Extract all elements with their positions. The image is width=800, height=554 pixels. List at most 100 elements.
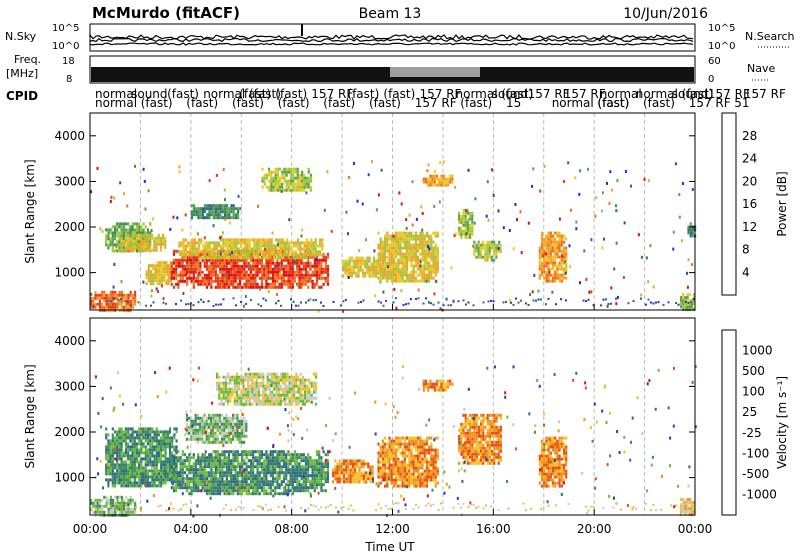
data-cell bbox=[129, 242, 132, 246]
data-cell bbox=[172, 273, 176, 277]
data-cell bbox=[146, 248, 149, 252]
data-cell bbox=[149, 270, 153, 274]
data-cell bbox=[224, 384, 227, 388]
data-cell bbox=[232, 261, 235, 265]
data-cell bbox=[164, 466, 167, 470]
data-cell bbox=[243, 480, 246, 484]
data-cell bbox=[241, 453, 244, 457]
data-cell bbox=[149, 445, 152, 449]
data-cell bbox=[133, 436, 136, 440]
data-cell bbox=[285, 173, 288, 177]
data-cell bbox=[197, 462, 200, 466]
data-cell bbox=[560, 261, 563, 265]
scatter-cell bbox=[162, 301, 165, 304]
data-cell bbox=[390, 240, 393, 244]
data-cell bbox=[118, 439, 121, 443]
data-cell bbox=[140, 236, 143, 240]
data-cell bbox=[366, 262, 369, 266]
data-cell bbox=[282, 279, 286, 283]
data-cell bbox=[399, 243, 402, 247]
data-cell bbox=[116, 460, 119, 464]
data-cell bbox=[192, 258, 195, 262]
data-cell bbox=[390, 243, 393, 247]
data-cell bbox=[241, 471, 244, 475]
data-cell bbox=[558, 267, 561, 271]
scatter-cell bbox=[594, 214, 597, 218]
scatter-cell bbox=[531, 184, 534, 188]
data-cell bbox=[315, 282, 319, 286]
data-cell bbox=[261, 167, 264, 171]
data-cell bbox=[458, 232, 461, 236]
data-cell bbox=[549, 255, 552, 259]
data-cell bbox=[179, 264, 182, 268]
data-cell bbox=[205, 434, 208, 438]
data-cell bbox=[543, 267, 546, 271]
data-cell bbox=[226, 253, 229, 257]
data-cell bbox=[309, 465, 312, 469]
data-cell bbox=[138, 484, 141, 488]
data-cell bbox=[133, 237, 136, 241]
data-cell bbox=[289, 279, 292, 283]
data-cell bbox=[547, 246, 550, 250]
data-cell bbox=[116, 228, 119, 232]
data-cell bbox=[129, 299, 132, 303]
scatter-cell bbox=[472, 304, 475, 307]
data-cell bbox=[309, 462, 312, 466]
data-cell bbox=[210, 413, 213, 417]
data-cell bbox=[299, 241, 302, 245]
data-cell bbox=[497, 243, 500, 247]
data-cell bbox=[153, 430, 156, 434]
data-cell bbox=[313, 465, 316, 469]
noise-tick-right-top: 10^5 bbox=[708, 23, 735, 34]
data-cell bbox=[153, 454, 156, 458]
data-cell bbox=[245, 468, 248, 472]
cpid-entry: (fast) bbox=[275, 87, 307, 101]
data-cell bbox=[384, 255, 387, 259]
data-cell bbox=[146, 433, 150, 437]
data-cell bbox=[406, 267, 409, 271]
data-cell bbox=[144, 427, 147, 431]
data-cell bbox=[395, 270, 398, 274]
data-cell bbox=[322, 477, 325, 481]
scatter-cell bbox=[601, 191, 604, 195]
data-cell bbox=[175, 276, 178, 280]
data-cell bbox=[269, 258, 272, 262]
data-cell bbox=[98, 296, 101, 300]
data-cell bbox=[239, 253, 242, 257]
data-cell bbox=[375, 262, 378, 266]
data-cell bbox=[103, 504, 106, 508]
data-cell bbox=[364, 259, 367, 263]
data-cell bbox=[208, 267, 211, 271]
data-cell bbox=[293, 468, 297, 472]
data-cell bbox=[359, 259, 362, 263]
data-cell bbox=[458, 211, 461, 215]
data-cell bbox=[155, 451, 158, 455]
scatter-cell bbox=[426, 169, 429, 173]
data-cell bbox=[101, 510, 104, 514]
data-cell bbox=[417, 234, 420, 238]
data-cell bbox=[201, 416, 204, 420]
data-cell bbox=[297, 241, 300, 245]
data-cell bbox=[313, 258, 316, 262]
data-cell bbox=[309, 176, 312, 180]
data-cell bbox=[276, 459, 279, 463]
data-cell bbox=[157, 448, 161, 452]
data-cell bbox=[111, 246, 114, 250]
data-cell bbox=[267, 273, 270, 277]
data-cell bbox=[388, 237, 391, 241]
data-cell bbox=[285, 167, 288, 171]
scatter-cell bbox=[380, 301, 382, 304]
data-cell bbox=[268, 185, 271, 189]
data-cell bbox=[288, 241, 291, 245]
scatter-cell bbox=[430, 302, 432, 305]
data-cell bbox=[428, 252, 431, 256]
data-cell bbox=[551, 264, 555, 268]
data-cell bbox=[214, 413, 217, 417]
data-cell bbox=[254, 285, 257, 289]
data-cell bbox=[204, 216, 207, 220]
data-cell bbox=[482, 243, 485, 247]
data-cell bbox=[274, 459, 277, 463]
data-cell bbox=[216, 282, 220, 286]
data-cell bbox=[109, 495, 112, 499]
data-cell bbox=[175, 477, 178, 481]
